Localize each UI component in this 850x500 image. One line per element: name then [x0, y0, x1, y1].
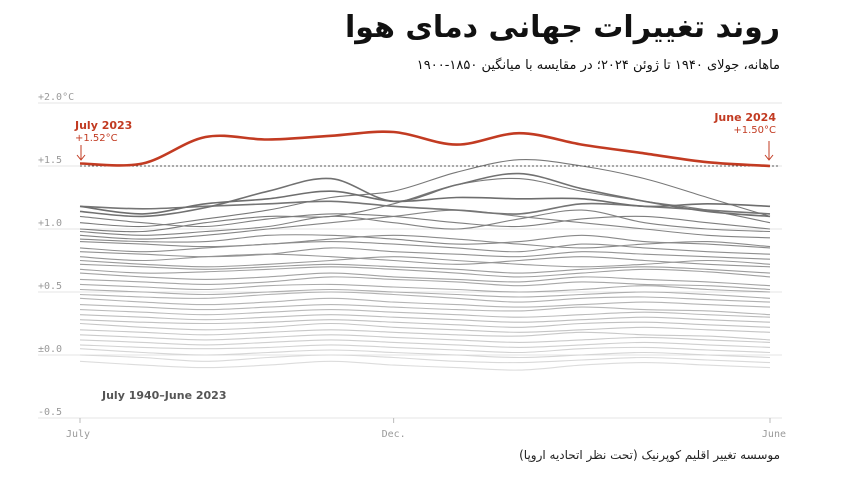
background-series-line [79, 314, 771, 323]
background-series-line [79, 322, 771, 333]
background-series-line [79, 297, 771, 308]
y-tick-label: +0.5 [38, 281, 62, 292]
background-series-line [79, 360, 771, 371]
background-series-line [79, 241, 771, 255]
background-series-line [79, 329, 771, 341]
annotation-end-label: June 2024 [713, 111, 776, 124]
y-tick-label: +1.5 [38, 155, 62, 166]
background-series-line [79, 304, 771, 316]
chart-title: روند تغییرات جهانی دمای هوا [345, 10, 780, 45]
background-series-line [79, 158, 771, 228]
background-series-line [79, 234, 771, 249]
background-series-line [79, 348, 771, 359]
background-series-line [79, 283, 771, 293]
background-series-line [79, 172, 771, 218]
source-credit: موسسه تغییر اقلیم کوپرنیک (تحت نظر اتحاد… [519, 448, 780, 462]
background-series-line [79, 234, 771, 249]
background-series-line [79, 288, 771, 299]
background-series-line [79, 319, 771, 328]
annotation-start-arrowhead [76, 154, 86, 161]
annotation-start-value: +1.52°C [75, 133, 118, 144]
background-series-line [79, 291, 771, 303]
background-series-line [79, 247, 771, 260]
background-series-line [79, 213, 771, 230]
background-series-label: July 1940–June 2023 [101, 389, 226, 402]
highlight-series-line [79, 130, 771, 168]
x-tick-label: July [66, 429, 90, 440]
x-axis-ticks: July Dec. June [66, 418, 786, 440]
background-series-line [79, 209, 771, 240]
background-series-line [79, 309, 771, 318]
chart-subtitle: ماهانه، جولای ۱۹۴۰ تا ژوئن ۲۰۲۴؛ در مقای… [416, 58, 780, 73]
x-tick-label: Dec. [382, 429, 406, 440]
background-series-line [79, 190, 771, 215]
background-series-line [79, 276, 771, 291]
background-series-line [79, 334, 771, 343]
x-tick-label: June [762, 429, 786, 440]
background-series-line [79, 354, 771, 364]
y-axis-ticks: +2.0°C +1.5 +1.0 +0.5 ±0.0 -0.5 [38, 92, 74, 418]
background-series-line [79, 256, 771, 268]
background-series-line [79, 339, 771, 348]
y-tick-label: +1.0 [38, 218, 62, 229]
background-series-line [79, 272, 771, 287]
annotation-end-value: +1.50°C [733, 125, 776, 136]
y-tick-label: ±0.0 [38, 344, 62, 355]
background-series-group [79, 158, 771, 371]
background-series-line [79, 263, 771, 274]
y-tick-label: -0.5 [38, 407, 62, 418]
background-series-line [79, 266, 771, 278]
background-series-line [79, 209, 771, 236]
annotation-start-label: July 2023 [74, 119, 132, 132]
y-tick-label: +2.0°C [38, 92, 74, 103]
annotation-end-arrowhead [764, 154, 774, 161]
background-series-line [79, 344, 771, 354]
